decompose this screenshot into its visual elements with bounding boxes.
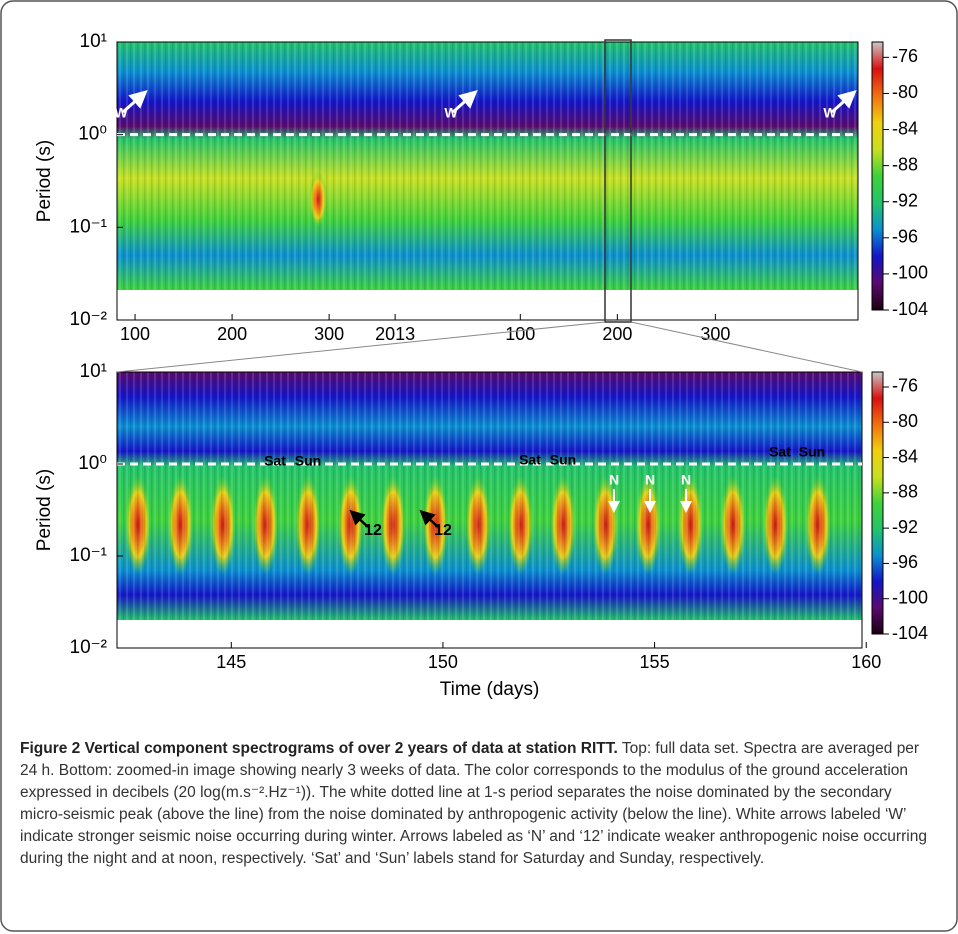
- colorbar: [871, 371, 884, 635]
- annotation: W: [114, 105, 128, 121]
- annotation: 12: [434, 522, 452, 539]
- plot-frame: [116, 41, 859, 321]
- annotation: 12: [364, 522, 382, 539]
- colorbar-tick-label: -104: [892, 623, 928, 643]
- colorbar-tick-label: -92: [892, 517, 918, 537]
- spectrogram-stripes: [117, 372, 862, 620]
- x-axis-label: Time (days): [440, 679, 540, 700]
- annotation: N: [681, 472, 691, 488]
- colorbar-tick-label: -88: [892, 154, 918, 174]
- y-tick-label: 10⁻²: [70, 637, 108, 658]
- y-tick-label: 10¹: [80, 361, 107, 382]
- colorbar: [871, 41, 884, 311]
- y-tick-label: 10¹: [80, 31, 107, 52]
- caption-title: Vertical component spectrograms of over …: [84, 740, 618, 757]
- annotation-arrow: [452, 90, 478, 114]
- colorbar-tick-label: -92: [892, 190, 918, 210]
- annotation: W: [444, 105, 458, 121]
- x-tick-label: 2013: [375, 324, 415, 344]
- spectrogram-stripes: [117, 42, 858, 290]
- annotation-arrow: [122, 90, 148, 114]
- colorbar-tick-label: -96: [892, 227, 918, 247]
- y-tick-label: 10⁻¹: [70, 545, 108, 566]
- colorbar-tick-label: -88: [892, 482, 918, 502]
- annotation-arrow: [419, 509, 439, 528]
- x-tick-label: 100: [505, 324, 535, 344]
- annotation-arrow: [831, 90, 857, 114]
- colorbar-tick-label: -80: [892, 82, 918, 102]
- x-tick-label: 145: [216, 652, 246, 672]
- y-tick-label: 10⁻¹: [70, 216, 108, 237]
- annotation: Sun: [295, 453, 321, 469]
- zoom-connector: [630, 321, 863, 373]
- annotation: Sun: [550, 452, 576, 468]
- y-tick-label: 10⁻²: [70, 309, 108, 330]
- colorbar-tick-label: -76: [892, 376, 918, 396]
- caption-label: Figure 2: [20, 740, 81, 757]
- annotation: N: [609, 472, 619, 488]
- x-tick-label: 155: [640, 652, 670, 672]
- annotation: Sun: [799, 444, 825, 460]
- annotation: Sat: [519, 452, 541, 468]
- annotation: N: [645, 472, 655, 488]
- colorbar-tick-label: -76: [892, 46, 918, 66]
- colorbar-tick-label: -100: [892, 263, 928, 283]
- colorbar-tick-label: -104: [892, 299, 928, 319]
- x-tick-label: 100: [120, 324, 150, 344]
- caption-text: Top: full data set. Spectra are averaged…: [20, 740, 927, 867]
- colorbar-tick-label: -100: [892, 587, 928, 607]
- y-tick-label: 10⁰: [78, 124, 107, 145]
- zoom-box: [604, 39, 632, 323]
- y-axis-label: Period (s): [34, 469, 55, 551]
- colorbar-tick-label: -96: [892, 552, 918, 572]
- annotation-arrow: [349, 509, 369, 528]
- colorbar-tick-label: -80: [892, 411, 918, 431]
- annotation: Sat: [264, 453, 286, 469]
- y-tick-label: 10⁰: [78, 453, 107, 474]
- colorbar-tick-label: -84: [892, 118, 918, 138]
- plot-frame: [116, 371, 863, 649]
- annotation: Sat: [769, 444, 791, 460]
- x-tick-label: 160: [851, 652, 881, 672]
- x-tick-label: 200: [602, 324, 632, 344]
- annotation: W: [823, 105, 837, 121]
- x-tick-label: 200: [217, 324, 247, 344]
- caption: Figure 2 Vertical component spectrograms…: [20, 738, 938, 870]
- colorbar-tick-label: -84: [892, 446, 918, 466]
- x-tick-label: 300: [314, 324, 344, 344]
- y-axis-label: Period (s): [34, 140, 55, 222]
- x-tick-label: 150: [428, 652, 458, 672]
- zoom-connector: [116, 321, 606, 373]
